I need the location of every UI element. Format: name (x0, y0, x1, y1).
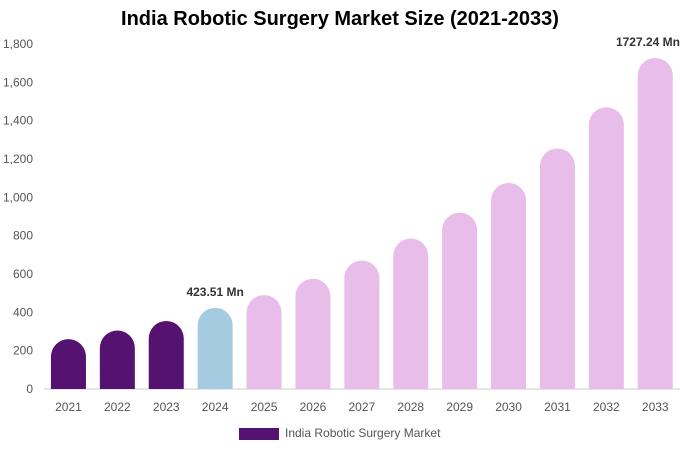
bar-2025[interactable] (246, 295, 282, 389)
bars-group (50, 57, 673, 390)
x-tick-label: 2027 (348, 400, 375, 414)
x-tick-label: 2026 (300, 400, 327, 414)
y-tick-label: 200 (13, 344, 33, 358)
y-tick-label: 1,400 (3, 114, 33, 128)
bar-2030[interactable] (491, 182, 527, 389)
legend-label: India Robotic Surgery Market (285, 426, 441, 440)
x-axis-ticks: 2021 2022 2023 2024 2025 2026 2027 2028 2029 2030… (55, 400, 669, 414)
x-tick-label: 2022 (104, 400, 131, 414)
y-tick-label: 600 (13, 267, 33, 281)
legend[interactable]: India Robotic Surgery Market (239, 426, 441, 440)
bar-2028[interactable] (393, 238, 429, 389)
x-tick-label: 2025 (251, 400, 278, 414)
legend-swatch (239, 428, 279, 440)
y-tick-label: 1,200 (3, 152, 33, 166)
x-tick-label: 2024 (202, 400, 229, 414)
y-tick-label: 800 (13, 229, 33, 243)
y-axis-ticks: 0 200 400 600 800 1,000 1,200 1,400 1,600 1,800 (3, 37, 33, 396)
bar-2022[interactable] (99, 330, 135, 389)
x-tick-label: 2021 (55, 400, 82, 414)
x-tick-label: 2030 (495, 400, 522, 414)
y-tick-label: 1,600 (3, 75, 33, 89)
bar-2027[interactable] (344, 260, 380, 389)
data-label-2024: 423.51 Mn (186, 285, 243, 299)
x-tick-label: 2031 (544, 400, 571, 414)
y-tick-label: 400 (13, 305, 33, 319)
bar-2023[interactable] (148, 320, 184, 389)
y-tick-label: 0 (26, 382, 33, 396)
x-tick-label: 2023 (153, 400, 180, 414)
bar-2029[interactable] (442, 212, 478, 389)
bar-2024[interactable] (197, 307, 233, 389)
bar-2033[interactable] (637, 57, 673, 390)
bar-2026[interactable] (295, 278, 331, 389)
y-tick-label: 1,000 (3, 190, 33, 204)
chart-title: India Robotic Surgery Market Size (2021-… (121, 8, 559, 30)
x-tick-label: 2028 (397, 400, 424, 414)
bar-2031[interactable] (539, 148, 575, 389)
data-labels-group: 423.51 Mn 1727.24 Mn (186, 35, 680, 299)
bar-2032[interactable] (588, 107, 624, 389)
data-label-2033: 1727.24 Mn (616, 35, 680, 49)
y-tick-label: 1,800 (3, 37, 33, 51)
x-tick-label: 2033 (642, 400, 669, 414)
x-tick-label: 2029 (446, 400, 473, 414)
x-tick-label: 2032 (593, 400, 620, 414)
bar-2021[interactable] (50, 339, 86, 389)
